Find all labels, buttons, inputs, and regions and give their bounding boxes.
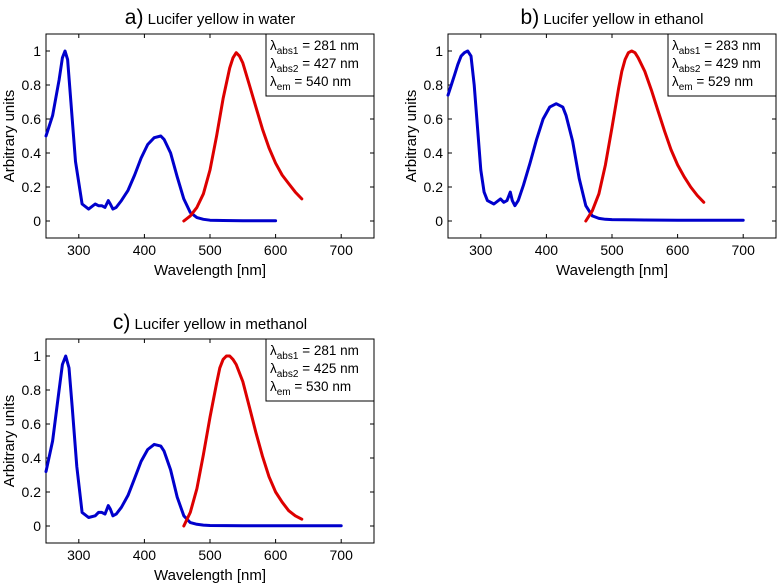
- lambda-subscript: abs2: [277, 369, 299, 380]
- annotation-value: = 283 nm: [700, 38, 760, 53]
- lambda-subscript: em: [277, 82, 291, 93]
- y-tick-label: 0.6: [22, 111, 42, 127]
- annotation-value: = 281 nm: [298, 38, 358, 53]
- panel-letter: c): [113, 311, 131, 334]
- x-tick-label: 700: [330, 242, 354, 258]
- absorption-series-line: [44, 49, 278, 223]
- annotation-value: = 530 nm: [291, 379, 351, 394]
- y-axis-label: Arbitrary units: [1, 395, 18, 488]
- y-tick-label: 0.4: [22, 145, 42, 161]
- annotation-value: = 540 nm: [291, 74, 351, 89]
- annotation-value: = 529 nm: [693, 74, 753, 89]
- y-tick-label: 0: [33, 213, 41, 229]
- lambda-symbol: λ: [270, 379, 277, 394]
- lambda-subscript: abs1: [679, 46, 701, 57]
- annotation-line: λabs2 = 427 nm: [270, 56, 359, 75]
- y-tick-label: 0.2: [424, 179, 444, 195]
- lambda-symbol: λ: [672, 56, 679, 71]
- y-axis-label: Arbitrary units: [403, 90, 420, 183]
- x-tick-label: 300: [67, 547, 91, 563]
- annotation-box: [667, 33, 777, 97]
- x-tick-label: 300: [67, 242, 91, 258]
- lambda-symbol: λ: [270, 74, 277, 89]
- lambda-symbol: λ: [672, 38, 679, 53]
- y-tick-label: 0.2: [22, 484, 42, 500]
- annotation-line: λem = 529 nm: [672, 74, 753, 93]
- annotation-value: = 427 nm: [298, 56, 358, 71]
- annotation-value: = 425 nm: [298, 361, 358, 376]
- lambda-symbol: λ: [672, 74, 679, 89]
- annotation-line: λabs1 = 283 nm: [672, 38, 761, 57]
- absorption-series-line: [446, 49, 745, 222]
- emission-series-line: [182, 51, 304, 223]
- chart-title-text: Lucifer yellow in water: [143, 11, 295, 28]
- annotation-line: λem = 540 nm: [270, 74, 351, 93]
- x-tick-label: 700: [330, 547, 354, 563]
- lambda-subscript: abs1: [277, 351, 299, 362]
- chart-panel-b: 300 400 500 600 700 0 0.2 0.4 0.6 0.8 1 Wavelength …: [403, 6, 777, 279]
- x-tick-label: 400: [535, 242, 559, 258]
- x-tick-label: 500: [198, 242, 222, 258]
- x-tick-label: 400: [133, 547, 157, 563]
- y-tick-label: 0.4: [424, 145, 444, 161]
- x-axis-label: Wavelength [nm]: [154, 567, 266, 584]
- x-tick-label: 700: [732, 242, 756, 258]
- x-axis-label: Wavelength [nm]: [154, 262, 266, 279]
- y-tick-label: 1: [33, 348, 41, 364]
- panel-letter: a): [125, 6, 144, 29]
- annotation-value: = 281 nm: [298, 343, 358, 358]
- y-tick-label: 0.8: [22, 382, 42, 398]
- x-tick-label: 500: [600, 242, 624, 258]
- y-tick-label: 0.4: [22, 450, 42, 466]
- annotation-line: λabs2 = 425 nm: [270, 361, 359, 380]
- lambda-symbol: λ: [270, 38, 277, 53]
- lambda-subscript: abs2: [679, 64, 701, 75]
- chart-panel-c: 300 400 500 600 700 0 0.2 0.4 0.6 0.8 1 Wavelength …: [1, 311, 375, 584]
- y-tick-label: 0.6: [424, 111, 444, 127]
- y-tick-label: 0.6: [22, 416, 42, 432]
- annotation-line: λabs1 = 281 nm: [270, 343, 359, 362]
- y-tick-label: 1: [435, 43, 443, 59]
- lambda-symbol: λ: [270, 361, 277, 376]
- annotation-line: λabs2 = 429 nm: [672, 56, 761, 75]
- x-tick-label: 600: [264, 547, 288, 563]
- chart-title-text: Lucifer yellow in ethanol: [539, 11, 703, 28]
- x-tick-label: 300: [469, 242, 493, 258]
- chart-title: b) Lucifer yellow in ethanol: [521, 6, 704, 29]
- x-tick-label: 400: [133, 242, 157, 258]
- lambda-subscript: em: [679, 82, 693, 93]
- annotation-box: [265, 338, 375, 402]
- x-tick-label: 600: [264, 242, 288, 258]
- y-tick-label: 0.8: [22, 77, 42, 93]
- panel-letter: b): [521, 6, 540, 29]
- annotation-box: [265, 33, 375, 97]
- lambda-symbol: λ: [270, 56, 277, 71]
- absorption-series-line: [44, 354, 343, 528]
- chart-panel-a: 300 400 500 600 700 0 0.2 0.4 0.6 0.8 1 Wavelength …: [1, 6, 375, 279]
- y-tick-label: 0: [435, 213, 443, 229]
- x-tick-label: 600: [666, 242, 690, 258]
- lambda-subscript: em: [277, 387, 291, 398]
- chart-title: c) Lucifer yellow in methanol: [113, 311, 307, 334]
- chart-title: a) Lucifer yellow in water: [125, 6, 295, 29]
- y-tick-label: 0.8: [424, 77, 444, 93]
- emission-series-line: [584, 49, 706, 223]
- lambda-symbol: λ: [270, 343, 277, 358]
- lambda-subscript: abs2: [277, 64, 299, 75]
- annotation-line: λabs1 = 281 nm: [270, 38, 359, 57]
- x-axis-label: Wavelength [nm]: [556, 262, 668, 279]
- y-tick-label: 1: [33, 43, 41, 59]
- x-tick-label: 500: [198, 547, 222, 563]
- y-axis-label: Arbitrary units: [1, 90, 18, 183]
- annotation-value: = 429 nm: [700, 56, 760, 71]
- lambda-subscript: abs1: [277, 46, 299, 57]
- emission-series-line: [182, 354, 304, 528]
- y-tick-label: 0: [33, 518, 41, 534]
- y-tick-label: 0.2: [22, 179, 42, 195]
- annotation-line: λem = 530 nm: [270, 379, 351, 398]
- chart-title-text: Lucifer yellow in methanol: [130, 316, 307, 333]
